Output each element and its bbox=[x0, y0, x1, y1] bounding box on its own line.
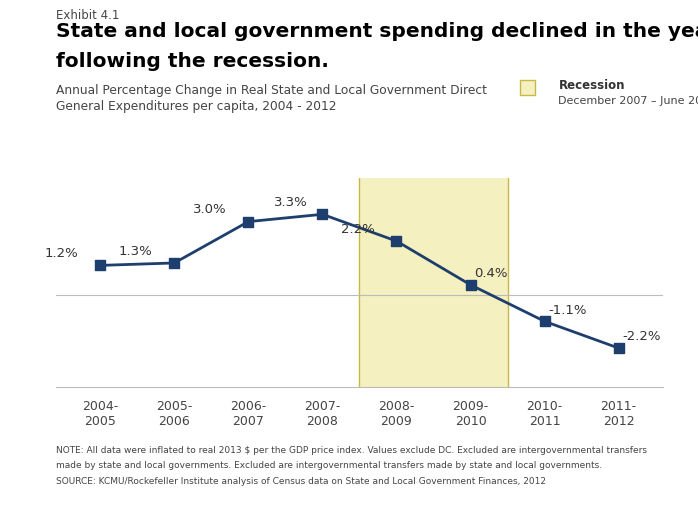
Text: made by state and local governments. Excluded are intergovernmental transfers ma: made by state and local governments. Exc… bbox=[56, 461, 602, 470]
Text: KAISER: KAISER bbox=[595, 471, 658, 486]
Text: 3.3%: 3.3% bbox=[274, 196, 308, 209]
Text: FOUNDATION: FOUNDATION bbox=[602, 502, 651, 507]
Text: following the recession.: following the recession. bbox=[56, 52, 329, 71]
Text: -2.2%: -2.2% bbox=[623, 329, 661, 343]
Text: 3.0%: 3.0% bbox=[193, 203, 226, 216]
Text: THE HENRY J.: THE HENRY J. bbox=[603, 463, 650, 468]
Point bbox=[95, 261, 106, 269]
Text: December 2007 – June 2009: December 2007 – June 2009 bbox=[558, 96, 698, 106]
Text: Annual Percentage Change in Real State and Local Government Direct: Annual Percentage Change in Real State a… bbox=[56, 84, 487, 97]
Text: Exhibit 4.1: Exhibit 4.1 bbox=[56, 9, 119, 22]
Text: 1.3%: 1.3% bbox=[119, 245, 152, 258]
Point bbox=[391, 237, 402, 245]
Bar bbox=[359, 178, 507, 387]
Text: SOURCE: KCMU/Rockefeller Institute analysis of Census data on State and Local Go: SOURCE: KCMU/Rockefeller Institute analy… bbox=[56, 477, 546, 486]
Point bbox=[317, 210, 328, 219]
Point bbox=[243, 218, 254, 226]
Text: 1.2%: 1.2% bbox=[44, 247, 78, 260]
Text: NOTE: All data were inflated to real 2013 $ per the GDP price index. Values excl: NOTE: All data were inflated to real 201… bbox=[56, 446, 647, 454]
Point bbox=[613, 344, 624, 353]
Point bbox=[169, 259, 180, 267]
Text: -1.1%: -1.1% bbox=[549, 304, 587, 317]
Point bbox=[539, 317, 550, 325]
Text: Recession: Recession bbox=[558, 79, 625, 92]
Text: State and local government spending declined in the years: State and local government spending decl… bbox=[56, 22, 698, 41]
Text: FAMILY: FAMILY bbox=[600, 485, 653, 498]
Text: 2.2%: 2.2% bbox=[341, 223, 374, 236]
Text: 0.4%: 0.4% bbox=[474, 267, 507, 280]
Text: General Expenditures per capita, 2004 - 2012: General Expenditures per capita, 2004 - … bbox=[56, 100, 336, 113]
Point bbox=[465, 281, 476, 289]
